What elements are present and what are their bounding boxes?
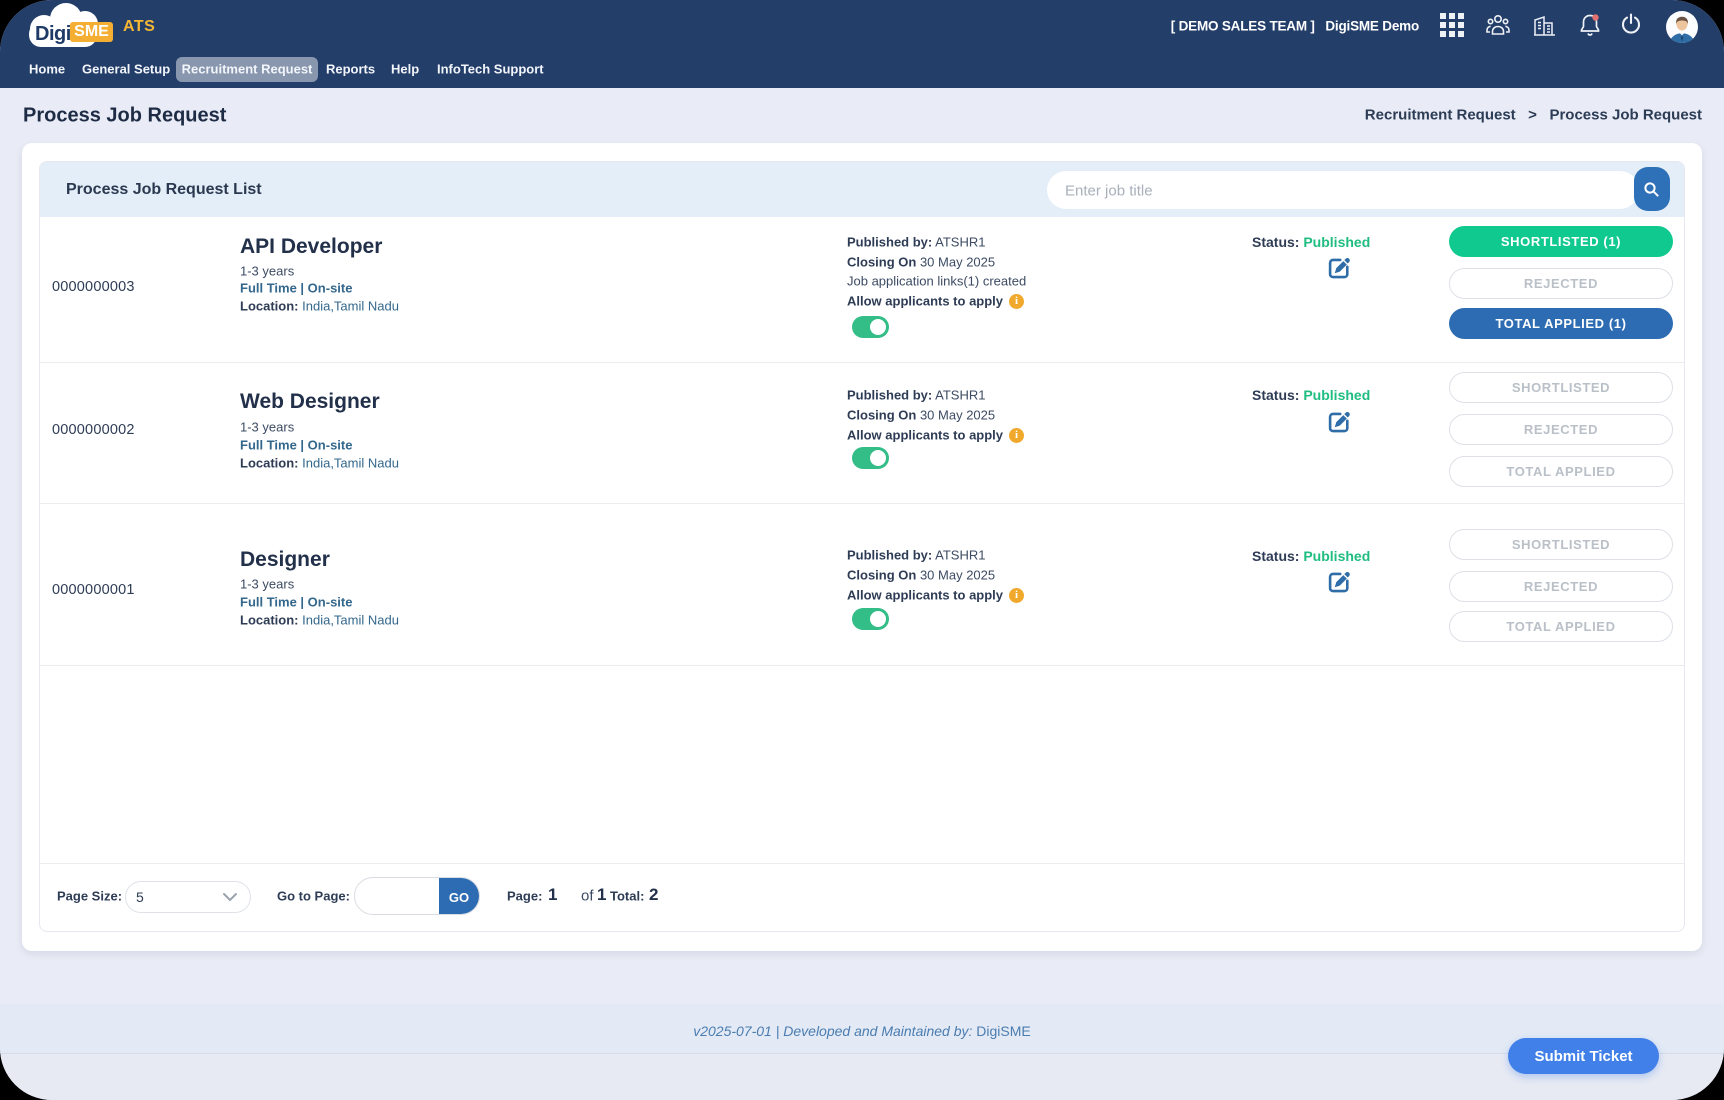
- svg-text:Digi: Digi: [35, 23, 71, 45]
